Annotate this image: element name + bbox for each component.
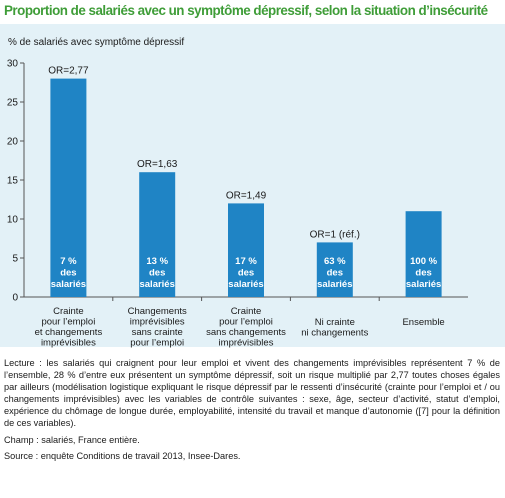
share-label: 13 % <box>146 256 168 267</box>
notes: Lecture : les salariés qui craignent pou… <box>4 357 500 466</box>
bar <box>316 242 353 297</box>
category-label: Ensemble <box>402 317 444 328</box>
share-label: 7 % <box>60 256 77 267</box>
share-label: des <box>149 268 165 279</box>
lecture-note: Lecture : les salariés qui craignent pou… <box>4 358 500 429</box>
odds-ratio-label: OR=1,49 <box>226 190 267 201</box>
share-label: 100 % <box>410 256 437 267</box>
source-note: Source : enquête Conditions de travail 2… <box>4 450 241 461</box>
category-label: et changements <box>35 327 103 338</box>
share-label: 17 % <box>235 256 257 267</box>
category-label: Crainte <box>231 306 262 317</box>
bar <box>139 172 176 297</box>
share-label: des <box>415 268 431 279</box>
share-label: salariés <box>406 279 441 290</box>
share-label: des <box>60 268 76 279</box>
category-label: pour l’emploi <box>41 317 95 328</box>
share-label: des <box>327 268 343 279</box>
odds-ratio-label: OR=1 (réf.) <box>310 229 360 240</box>
category-label: sans crainte <box>132 327 183 338</box>
y-tick-label: 30 <box>7 59 19 70</box>
category-label: pour l’emploi <box>219 317 273 328</box>
category-label: Changements <box>128 306 187 317</box>
share-label: des <box>238 268 254 279</box>
bars <box>50 78 442 297</box>
odds-ratio-label: OR=1,63 <box>137 159 178 170</box>
category-label: ni changements <box>301 328 368 339</box>
bar <box>228 203 264 297</box>
y-tick-label: 0 <box>12 293 18 304</box>
odds-ratio-label: OR=2,77 <box>48 66 89 77</box>
share-label: salariés <box>51 279 86 290</box>
category-label: imprévisibles <box>219 338 274 349</box>
share-label: salariés <box>228 279 263 290</box>
y-tick-label: 5 <box>12 254 18 265</box>
y-tick-label: 20 <box>7 137 19 148</box>
bar <box>405 211 442 297</box>
share-label: 63 % <box>324 256 346 267</box>
bar <box>50 78 87 297</box>
category-label: imprévisibles <box>130 317 185 328</box>
y-axis-label: % de salariés avec symptôme dépressif <box>8 37 185 48</box>
category-label: imprévisibles <box>41 338 96 349</box>
chart-title: Proportion de salariés avec un symptôme … <box>4 3 488 18</box>
y-tick-label: 10 <box>7 215 19 226</box>
category-label: Crainte <box>53 306 84 317</box>
category-label: sans changements <box>206 327 286 338</box>
share-label: salariés <box>139 279 174 290</box>
share-label: salariés <box>317 279 352 290</box>
category-label: Ni crainte <box>315 317 355 328</box>
y-tick-label: 25 <box>7 98 19 109</box>
category-label: pour l’emploi <box>130 338 184 349</box>
champ-note: Champ : salariés, France entière. <box>4 434 140 445</box>
y-tick-label: 15 <box>7 176 19 187</box>
